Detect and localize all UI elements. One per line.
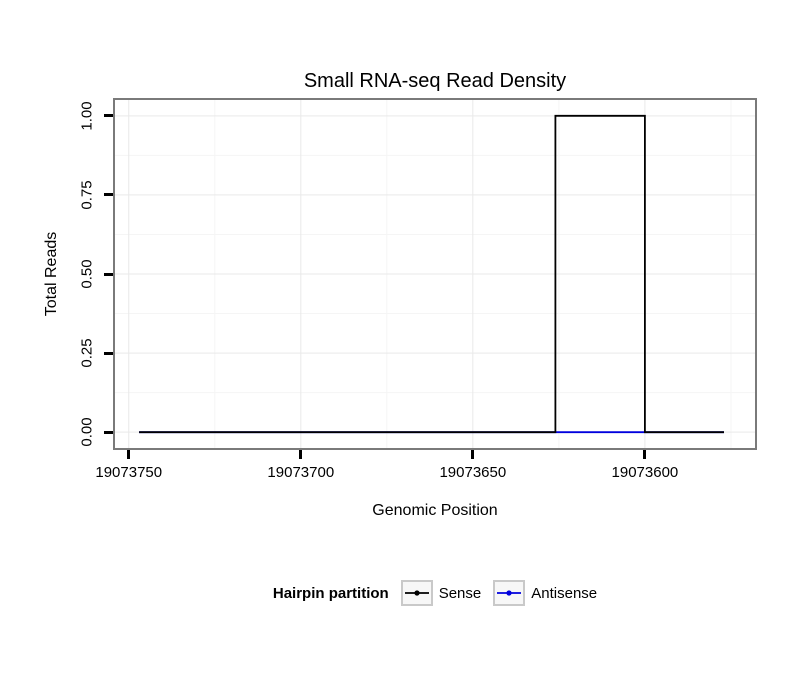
legend-key-sense — [400, 580, 433, 606]
y-tick-mark — [104, 193, 113, 197]
chart-title: Small RNA-seq Read Density — [303, 70, 567, 92]
legend-key-antisense — [493, 580, 526, 606]
y-axis-label: Total Reads — [43, 231, 60, 317]
y-tick-label: 1.00 — [78, 101, 96, 131]
y-tick-mark — [104, 430, 113, 434]
series-sense — [139, 114, 724, 434]
legend-items: Sense Antisense — [389, 580, 597, 606]
legend-glyph-antisense — [497, 590, 522, 596]
y-tick-label: 0.00 — [78, 417, 96, 447]
legend-title: Hairpin partition — [272, 584, 389, 602]
x-tick-mark — [471, 450, 475, 459]
y-tick-mark — [104, 272, 113, 276]
x-tick-mark — [299, 450, 303, 459]
x-tick-label: 19073700 — [267, 464, 335, 481]
y-tick-label: 0.50 — [78, 259, 96, 289]
plot-area — [115, 100, 755, 448]
y-tick-mark — [104, 351, 113, 355]
plot-panel — [113, 98, 757, 450]
x-axis-label: Genomic Position — [372, 502, 498, 519]
legend: Hairpin partition Sense Antisense — [115, 580, 755, 606]
legend-glyph-sense — [404, 590, 429, 596]
x-tick-label: 19073600 — [611, 464, 679, 481]
x-tick-label: 19073750 — [95, 464, 163, 481]
y-tick-label: 0.25 — [78, 338, 96, 368]
y-tick-mark — [104, 114, 113, 118]
legend-label-antisense: Antisense — [531, 584, 598, 602]
x-tick-mark — [127, 450, 131, 459]
y-tick-label: 0.75 — [78, 180, 96, 210]
legend-label-sense: Sense — [438, 584, 482, 602]
x-tick-mark — [643, 450, 647, 459]
x-tick-label: 19073650 — [439, 464, 507, 481]
